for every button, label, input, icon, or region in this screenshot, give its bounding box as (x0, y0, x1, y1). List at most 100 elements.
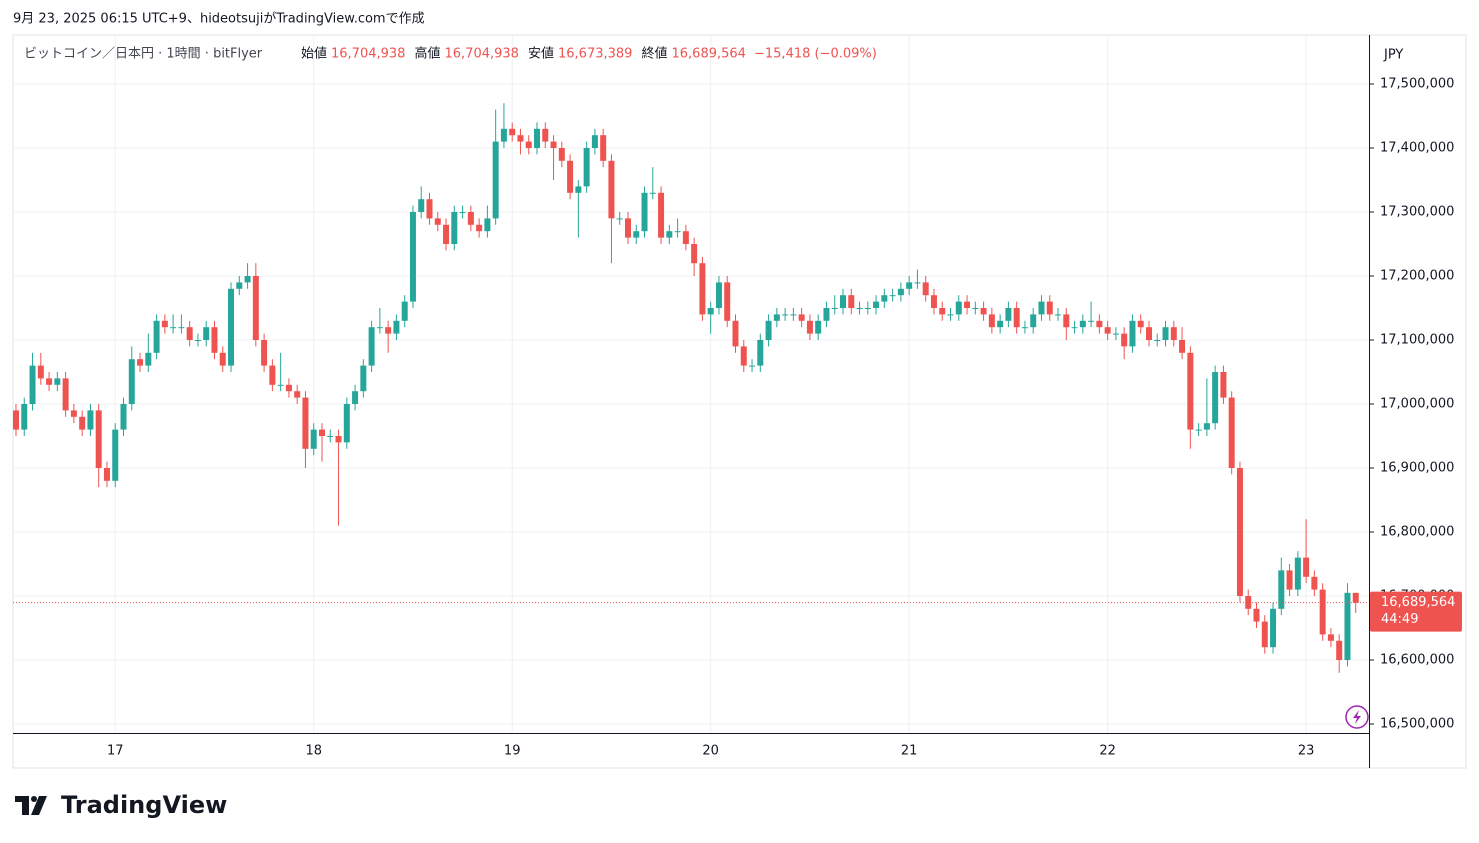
candle-body (261, 340, 268, 366)
candle-body (658, 192, 665, 238)
candle-body (558, 148, 565, 161)
candle-body (194, 340, 201, 342)
candle-body (964, 301, 971, 309)
candle-body (591, 135, 598, 149)
candle-body (1129, 320, 1136, 347)
candle-body (1336, 640, 1343, 661)
candle-body (1352, 592, 1359, 603)
candle-body (1038, 301, 1045, 315)
candle-body (87, 410, 94, 430)
candle-body (542, 128, 549, 142)
candle-body (848, 295, 855, 309)
legend-change: −15,418 (−0.09%) (754, 47, 877, 62)
chart-frame (12, 34, 1467, 769)
candle-body (707, 308, 714, 315)
y-tick-label: 17,500,000 (1380, 77, 1454, 92)
candle-body (29, 365, 36, 405)
x-tick-label: 21 (901, 744, 918, 759)
candle-body (1344, 592, 1351, 661)
candle-body (624, 218, 631, 238)
axis-layer: 16,500,00016,600,00016,700,00016,800,000… (107, 77, 1462, 759)
candle-body (815, 320, 822, 334)
candle-body (1278, 570, 1285, 609)
candle-body (864, 308, 871, 310)
last-price-label: 16,689,564 (1381, 595, 1455, 610)
candle-body (765, 320, 772, 341)
candle-body (484, 218, 491, 232)
candle-body (327, 436, 334, 438)
candle-body (1104, 327, 1111, 334)
grid-layer (13, 35, 1369, 733)
candle-body (335, 436, 342, 443)
candle-body (79, 416, 86, 430)
candle-body (922, 282, 929, 296)
candle-body (310, 429, 317, 449)
candle-body (343, 404, 350, 443)
plot-layer (13, 103, 1369, 673)
candle-body (1162, 327, 1169, 341)
candle-body (906, 282, 913, 289)
legend-value: 16,704,938 (445, 47, 519, 62)
candle-body (1187, 352, 1194, 430)
x-tick-label: 18 (305, 744, 322, 759)
candle-body (649, 192, 656, 194)
currency[interactable]: JPY (1383, 48, 1403, 63)
candle-body (70, 410, 77, 417)
candle-body (476, 224, 483, 232)
candle-body (823, 308, 830, 321)
candle-body (401, 301, 408, 321)
candle-body (1236, 468, 1243, 597)
candle-body (517, 135, 524, 142)
candle-body (443, 224, 450, 245)
brand-logo-slash (31, 796, 47, 815)
candle-body (294, 391, 301, 398)
candle-body (509, 128, 516, 136)
candle-body (137, 359, 144, 366)
brand-logo-dot (31, 796, 37, 802)
ohlc-legend: 始値 16,704,938 高値 16,704,938 安値 16,673,389 終値 16… (301, 46, 877, 62)
candle-body (153, 320, 160, 353)
currency-box[interactable] (1374, 40, 1460, 70)
legend-value: 16,689,564 (672, 47, 746, 62)
candle-body (1327, 634, 1334, 641)
candle-body (881, 295, 888, 302)
candle-body (972, 308, 979, 310)
candle-body (37, 365, 44, 379)
y-tick-label: 16,600,000 (1380, 653, 1454, 668)
x-tick-label: 19 (504, 744, 521, 759)
x-tick-label: 17 (107, 744, 124, 759)
candle-body (1030, 314, 1037, 328)
alert-icon[interactable] (1345, 705, 1369, 729)
candle-body (699, 263, 706, 315)
candle-body (583, 148, 590, 187)
y-tick-label: 17,200,000 (1380, 269, 1454, 284)
candle-body (219, 352, 226, 366)
candle-body (1079, 320, 1086, 328)
candle-body (534, 128, 541, 149)
candle-body (368, 327, 375, 366)
candle-body (21, 404, 28, 430)
candle-body (732, 320, 739, 347)
caption: 9月 23, 2025 06:15 UTC+9、hideotsujiがTradi… (13, 12, 425, 27)
candle-body (1212, 372, 1219, 424)
y-tick-label: 16,500,000 (1380, 717, 1454, 732)
candle-body (409, 212, 416, 302)
candle-body (1055, 314, 1062, 316)
candle-body (575, 186, 582, 193)
candle-body (103, 468, 110, 481)
candle-body (1112, 333, 1119, 335)
candle-body (120, 404, 127, 430)
candle-body (1286, 570, 1293, 590)
candle-body (930, 295, 937, 309)
x-tick-label: 23 (1298, 744, 1315, 759)
candle-body (1261, 621, 1268, 648)
candle-body (434, 218, 441, 225)
candle-body (1294, 557, 1301, 590)
brand-name: TradingView (61, 791, 227, 819)
candle-body (608, 160, 615, 219)
candle-body (161, 320, 168, 328)
candle-body (451, 212, 458, 245)
candle-body (988, 314, 995, 328)
candle-body (782, 314, 789, 316)
candle-body (1253, 608, 1260, 622)
